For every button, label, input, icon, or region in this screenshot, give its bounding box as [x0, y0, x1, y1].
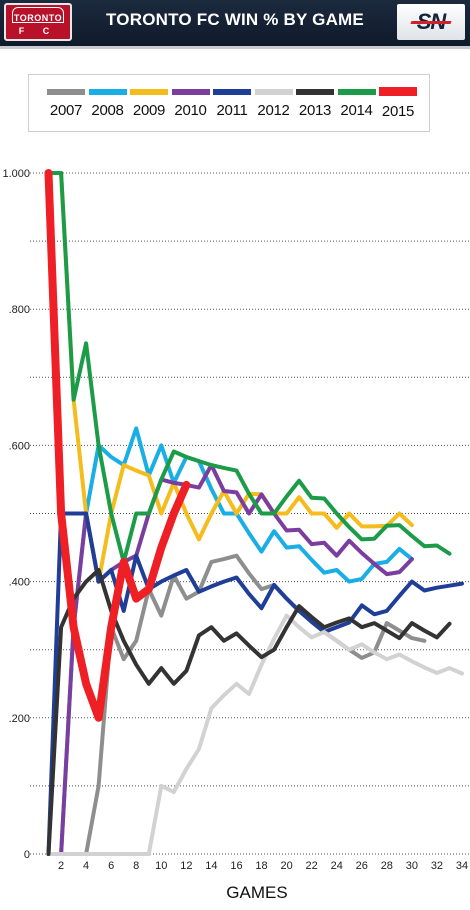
legend-swatch	[130, 89, 168, 95]
legend-swatch	[171, 89, 210, 95]
legend-label: 2014	[340, 102, 373, 119]
logo-wordmark: TORONTO	[13, 13, 63, 23]
legend-swatch	[88, 89, 127, 95]
y-tick-label: 1.000	[2, 168, 30, 180]
legend-item: 2015	[377, 87, 419, 120]
sportsnet-logo: SN	[397, 4, 465, 40]
x-tick-label: 12	[180, 860, 192, 872]
header-banner: TORONTO F C TORONTO FC WIN % BY GAME SN	[0, 0, 470, 49]
legend-label: 2015	[381, 103, 415, 120]
x-tick-label: 24	[331, 860, 343, 872]
legend-label: 2009	[132, 102, 166, 119]
series-line-2007	[46, 553, 427, 856]
chart-legend: 2007 2008 2009 2010 2011 2012 2013 2014 2015	[28, 74, 430, 132]
legend-item: 2010	[170, 89, 212, 119]
legend-swatch	[296, 89, 334, 95]
series-line-2013	[46, 568, 452, 856]
legend-swatch	[213, 89, 251, 95]
x-tick-label: 16	[230, 860, 242, 872]
legend-label: 2010	[174, 102, 207, 119]
y-tick-label: .600	[9, 440, 30, 452]
y-tick-label: 0	[24, 849, 30, 861]
y-tick-label: .400	[9, 577, 30, 589]
series-line-2008	[46, 426, 414, 856]
x-tick-label: 6	[108, 860, 114, 872]
x-tick-label: 14	[205, 860, 217, 872]
logo-fc: F C	[18, 26, 58, 36]
legend-label: 2012	[257, 102, 290, 119]
series-line-2015	[44, 169, 191, 722]
crest-outline	[12, 7, 64, 23]
legend-label: 2011	[216, 102, 248, 119]
page-title: TORONTO FC WIN % BY GAME	[106, 10, 364, 29]
network-logo-stripe	[410, 21, 452, 24]
x-tick-label: 34	[456, 860, 468, 872]
x-tick-label: 10	[155, 860, 167, 872]
series-line-2009	[46, 171, 414, 584]
legend-swatch	[379, 87, 417, 96]
x-tick-label: 2	[58, 860, 64, 872]
legend-label: 2007	[49, 102, 83, 119]
x-tick-label: 30	[406, 860, 418, 872]
x-tick-label: 28	[381, 860, 393, 872]
y-tick-label: .200	[9, 713, 30, 725]
legend-item: 2007	[45, 89, 87, 119]
x-tick-label: 18	[255, 860, 267, 872]
toronto-fc-logo: TORONTO F C	[4, 3, 72, 41]
x-tick-label: 26	[356, 860, 368, 872]
legend-item: 2012	[253, 89, 295, 119]
legend-label: 2008	[91, 102, 124, 119]
legend-swatch	[47, 89, 85, 95]
x-tick-label: 4	[83, 860, 89, 872]
legend-swatch	[254, 89, 293, 95]
legend-item: 2014	[336, 89, 378, 119]
legend-swatch	[337, 89, 376, 95]
legend-item: 2009	[128, 89, 170, 119]
x-tick-label: 32	[431, 860, 443, 872]
x-tick-label: 22	[306, 860, 318, 872]
legend-item: 2013	[294, 89, 336, 119]
x-axis-label: GAMES	[226, 883, 287, 902]
y-tick-label: .800	[9, 304, 30, 316]
legend-item: 2008	[87, 89, 129, 119]
series-line-2012	[46, 613, 464, 856]
x-tick-label: 8	[133, 860, 139, 872]
series-line-2014	[46, 171, 452, 564]
x-tick-label: 20	[280, 860, 292, 872]
legend-item: 2011	[211, 89, 253, 119]
legend-label: 2013	[298, 102, 332, 119]
